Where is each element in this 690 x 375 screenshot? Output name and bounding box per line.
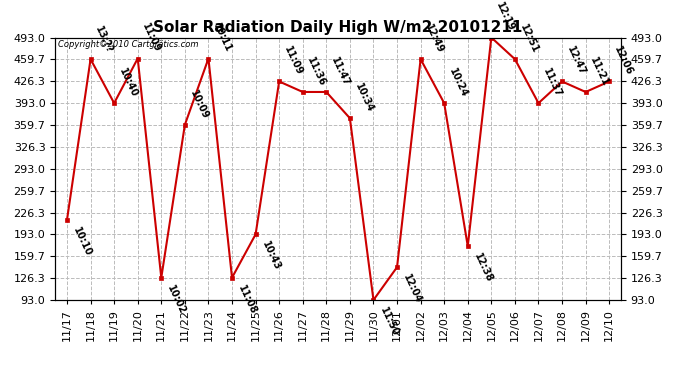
Text: 12:47: 12:47 — [565, 45, 587, 77]
Text: 10:40: 10:40 — [117, 67, 139, 99]
Text: 13:??: 13:?? — [93, 25, 115, 55]
Text: 12:38: 12:38 — [472, 252, 494, 284]
Text: 10:34: 10:34 — [353, 82, 375, 114]
Text: 10:09: 10:09 — [188, 88, 210, 121]
Text: 11:21: 11:21 — [589, 56, 611, 88]
Text: 10:02: 10:02 — [166, 283, 188, 316]
Text: 11:08: 11:08 — [236, 283, 258, 316]
Text: Copyright©2010 Cartgrätics.com: Copyright©2010 Cartgrätics.com — [58, 40, 199, 49]
Text: 11:36: 11:36 — [306, 56, 328, 88]
Text: 12:51: 12:51 — [518, 22, 540, 55]
Text: 12:06: 12:06 — [612, 45, 634, 77]
Text: 11:09: 11:09 — [141, 22, 163, 54]
Text: 10:11: 10:11 — [211, 22, 233, 54]
Text: 10:43: 10:43 — [259, 240, 282, 272]
Title: Solar Radiation Daily High W/m2 20101211: Solar Radiation Daily High W/m2 20101211 — [153, 20, 523, 35]
Text: 11:37: 11:37 — [541, 67, 564, 99]
Text: 12:49: 12:49 — [424, 22, 446, 55]
Text: 10:24: 10:24 — [447, 67, 469, 99]
Text: 11:09: 11:09 — [282, 45, 304, 77]
Text: 11:47: 11:47 — [329, 56, 351, 88]
Text: 12:19: 12:19 — [494, 1, 516, 33]
Text: 12:04: 12:04 — [401, 273, 424, 305]
Text: 10:10: 10:10 — [71, 225, 93, 258]
Text: 11:50: 11:50 — [377, 306, 400, 338]
